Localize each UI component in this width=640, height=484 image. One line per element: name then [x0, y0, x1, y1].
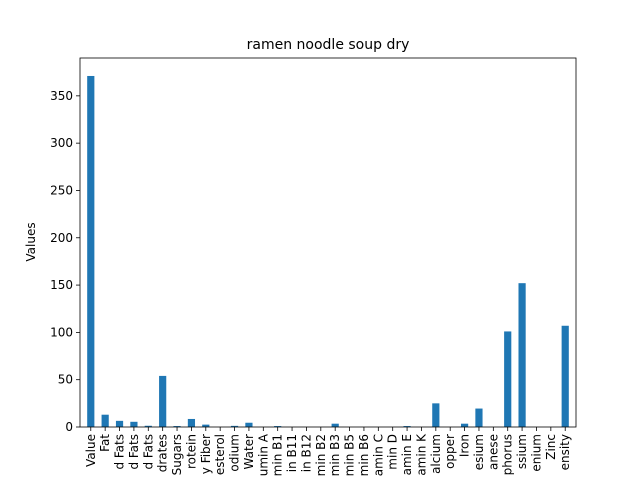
x-tick-label-18: min B5	[343, 434, 357, 476]
bar-7	[187, 418, 196, 427]
x-tick-label-25: opper	[443, 434, 457, 469]
x-tick-label-31: enium	[529, 434, 543, 472]
x-tick-label-29: phorus	[501, 434, 515, 475]
x-tick-label-20: amin C	[371, 434, 385, 476]
x-tick-label-4: d Fats	[141, 434, 155, 470]
x-tick-label-5: drates	[156, 434, 170, 472]
y-tick-label-2: 100	[50, 325, 73, 339]
x-tick-label-6: Sugars	[170, 434, 184, 475]
bar-6	[173, 426, 181, 427]
x-tick-label-11: Water	[242, 434, 256, 470]
bar-30	[518, 283, 526, 427]
x-tick-label-17: min B3	[328, 434, 342, 476]
bar-8	[202, 424, 210, 427]
x-tick-label-15: in B12	[299, 434, 313, 472]
x-tick-label-28: anese	[486, 434, 500, 470]
bar-5	[159, 375, 167, 427]
bar-1	[101, 414, 109, 427]
x-tick-label-1: Fat	[98, 434, 112, 452]
y-tick-label-4: 200	[50, 231, 73, 245]
x-tick-label-9: esterol	[213, 434, 227, 475]
x-tick-label-2: d Fats	[113, 434, 127, 470]
x-tick-label-24: alcium	[429, 434, 443, 474]
plot-frame	[79, 57, 577, 428]
bar-27	[475, 408, 483, 427]
x-tick-label-26: Iron	[458, 434, 472, 457]
x-tick-label-21: min D	[386, 434, 400, 470]
chart-title: ramen noodle soup dry	[247, 37, 410, 53]
y-tick-label-1: 50	[58, 373, 73, 387]
bar-11	[245, 422, 253, 427]
bar-22	[403, 426, 411, 427]
x-tick-label-13: min B1	[271, 434, 285, 476]
y-tick-label-6: 300	[50, 136, 73, 150]
bars-group	[87, 75, 569, 427]
y-axis: 0 50 100 150 200 250 300 350	[50, 89, 80, 434]
y-tick-label-3: 150	[50, 278, 73, 292]
bar-2	[115, 420, 124, 427]
x-tick-label-8: y Fiber	[199, 434, 213, 474]
x-tick-label-22: amin E	[400, 434, 414, 475]
y-tick-label-0: 0	[65, 420, 73, 434]
y-axis-label: Values	[24, 222, 38, 261]
x-tick-label-30: ssium	[515, 434, 529, 469]
bar-17	[331, 423, 339, 427]
bar-10	[230, 425, 239, 427]
x-tick-label-16: min B2	[314, 434, 328, 476]
x-tick-label-12: umin A	[256, 433, 270, 476]
bar-4	[144, 425, 152, 427]
bar-3	[130, 421, 138, 427]
bar-24	[432, 403, 440, 427]
x-tick-label-23: amin K	[414, 433, 428, 476]
bar-0	[87, 75, 95, 427]
bar-26	[460, 423, 469, 427]
x-axis: Value Fat d Fats d Fats d Fats drates Sugars ro…	[84, 427, 572, 476]
x-tick-label-3: d Fats	[127, 434, 141, 470]
bar-29	[504, 331, 512, 427]
y-tick-label-7: 350	[50, 89, 73, 103]
y-tick-label-5: 250	[50, 183, 73, 197]
x-tick-label-7: rotein	[184, 434, 198, 469]
x-tick-label-27: esium	[472, 434, 486, 470]
x-tick-label-14: in B11	[285, 434, 299, 472]
bar-33	[561, 325, 569, 427]
x-tick-label-33: ensity	[558, 434, 572, 470]
x-tick-label-0: Value	[84, 434, 98, 467]
x-tick-label-19: min B6	[357, 434, 371, 476]
bar-13	[274, 426, 282, 427]
x-tick-label-10: odium	[228, 434, 242, 472]
x-tick-label-32: Zinc	[544, 434, 558, 460]
